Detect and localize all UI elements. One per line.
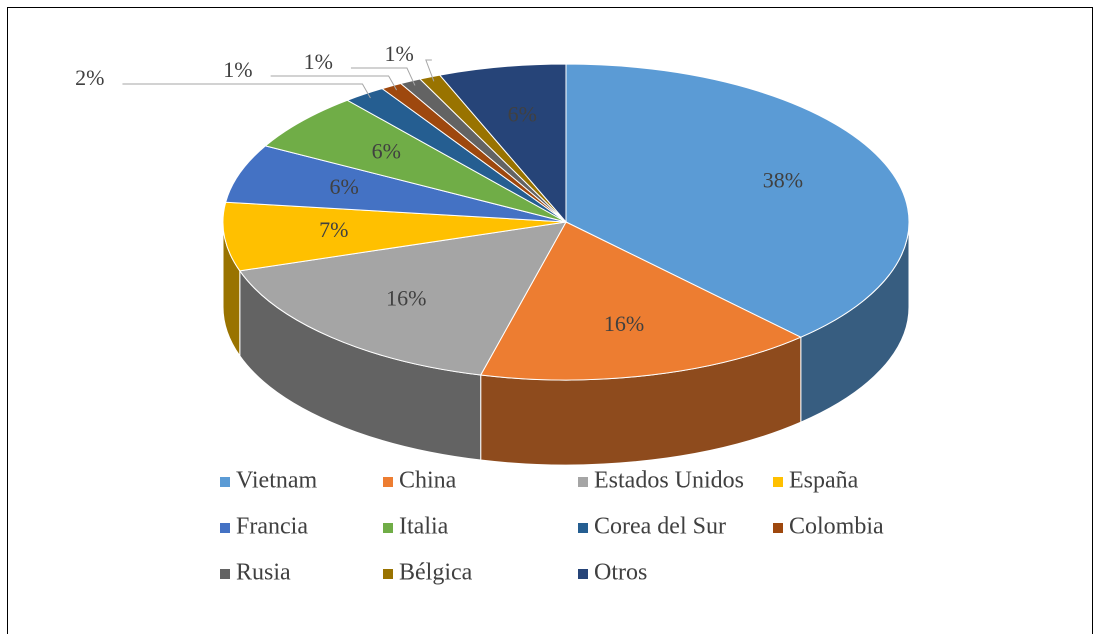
- data-label: 6%: [330, 174, 359, 199]
- legend-swatch: [220, 569, 230, 579]
- legend-label: Bélgica: [399, 560, 473, 586]
- legend-label: Italia: [399, 514, 449, 540]
- legend-swatch: [578, 523, 588, 533]
- slice: [479, 221, 802, 381]
- data-label: 38%: [763, 167, 803, 192]
- slice: [264, 99, 567, 223]
- data-label: 16%: [604, 311, 644, 336]
- data-label: 7%: [319, 217, 348, 242]
- leader-line: [270, 75, 398, 91]
- data-label: 6%: [372, 139, 401, 164]
- slice: [565, 63, 910, 338]
- frame: [7, 7, 1093, 634]
- legend-swatch: [578, 477, 588, 487]
- legend-label: Rusia: [236, 560, 291, 586]
- legend-swatch: [383, 569, 393, 579]
- legend-label: Vietnam: [236, 468, 318, 494]
- legend-swatch: [383, 523, 393, 533]
- legend-label: España: [789, 468, 859, 494]
- data-label: 1%: [304, 49, 333, 74]
- legend-swatch: [773, 477, 783, 487]
- legend-label: Corea del Sur: [594, 514, 726, 540]
- slice: [238, 221, 567, 376]
- legend-swatch: [773, 523, 783, 533]
- legend-swatch: [220, 477, 230, 487]
- data-label: 16%: [386, 285, 426, 310]
- leader-line: [425, 59, 435, 82]
- data-label: 1%: [385, 41, 414, 66]
- leader-line: [122, 83, 371, 99]
- data-label: 6%: [508, 102, 537, 127]
- leader-line: [350, 67, 416, 86]
- data-label: 1%: [223, 57, 252, 82]
- legend-label: Otros: [594, 560, 647, 586]
- legend-label: China: [399, 468, 457, 494]
- legend-swatch: [578, 569, 588, 579]
- legend-label: Colombia: [789, 514, 884, 540]
- legend-swatch: [383, 477, 393, 487]
- slice: [225, 145, 567, 223]
- data-label: 2%: [75, 65, 104, 90]
- legend-label: Estados Unidos: [594, 468, 744, 494]
- slice: [438, 63, 567, 224]
- slice: [222, 201, 567, 272]
- legend-swatch: [220, 523, 230, 533]
- legend-label: Francia: [236, 514, 308, 540]
